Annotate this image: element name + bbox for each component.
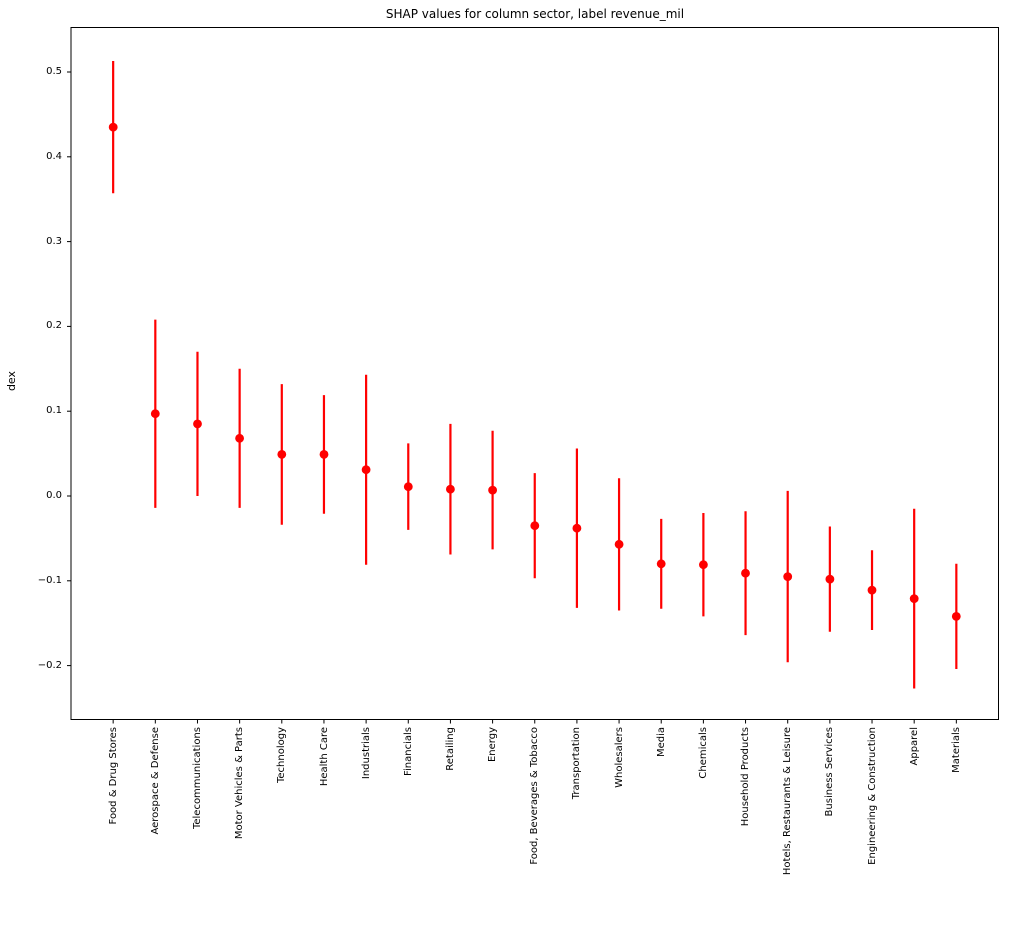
x-tick-label: Transportation <box>571 727 583 800</box>
x-tick-label: Hotels, Restaurants & Leisure <box>782 727 794 876</box>
data-point <box>319 450 329 459</box>
x-tick-label: Household Products <box>740 727 751 827</box>
y-tick-label: −0.1 <box>37 574 62 586</box>
data-point <box>699 560 708 570</box>
data-point <box>951 612 961 621</box>
x-tick-label: Food, Beverages & Tobacco <box>529 727 541 865</box>
data-point <box>277 450 287 459</box>
axes-frame <box>70 27 999 720</box>
y-tick-label: 0.5 <box>46 66 62 77</box>
data-point <box>572 523 582 533</box>
data-point <box>235 433 245 443</box>
data-point <box>488 485 497 495</box>
data-point <box>825 574 835 584</box>
x-tick-label: Motor Vehicles & Parts <box>234 727 246 840</box>
x-tick-label: Engineering & Construction <box>866 727 878 865</box>
data-point <box>403 482 413 492</box>
data-point <box>614 539 624 549</box>
data-point <box>361 465 371 475</box>
x-tick-label: Materials <box>950 727 962 773</box>
x-tick-label: Telecommunications <box>192 727 203 830</box>
x-tick-label: Health Care <box>318 727 330 787</box>
data-point <box>530 521 540 531</box>
y-tick-label: 0.1 <box>46 405 62 417</box>
data-point <box>867 585 877 595</box>
x-tick-label: Aerospace & Defense <box>149 727 161 835</box>
x-tick-label: Retailing <box>444 727 456 771</box>
x-tick-label: Media <box>655 727 667 758</box>
x-tick-label: Apparel <box>908 727 920 766</box>
x-tick-label: Energy <box>487 727 499 763</box>
x-tick-label: Technology <box>276 727 288 784</box>
y-tick-label: −0.2 <box>37 659 62 671</box>
x-tick-label: Food & Drug Stores <box>107 727 119 825</box>
y-tick-label: 0.2 <box>46 320 62 332</box>
x-tick-label: Industrials <box>360 727 372 780</box>
data-point <box>656 559 666 569</box>
data-point <box>741 568 750 578</box>
x-tick-label: Business Services <box>824 727 836 817</box>
x-tick-label: Financials <box>402 727 414 776</box>
data-point <box>150 409 160 419</box>
x-tick-label: Chemicals <box>697 727 709 779</box>
y-tick-label: 0.4 <box>46 150 62 162</box>
data-point <box>783 572 793 581</box>
data-point <box>446 484 455 494</box>
x-tick-label: Wholesalers <box>613 727 625 788</box>
data-point <box>193 419 202 429</box>
y-tick-label: 0.3 <box>46 235 62 247</box>
data-point <box>108 122 118 132</box>
y-tick-label: 0.0 <box>46 490 62 501</box>
chart-title: SHAP values for column sector, label rev… <box>385 7 685 21</box>
data-point <box>909 594 919 603</box>
